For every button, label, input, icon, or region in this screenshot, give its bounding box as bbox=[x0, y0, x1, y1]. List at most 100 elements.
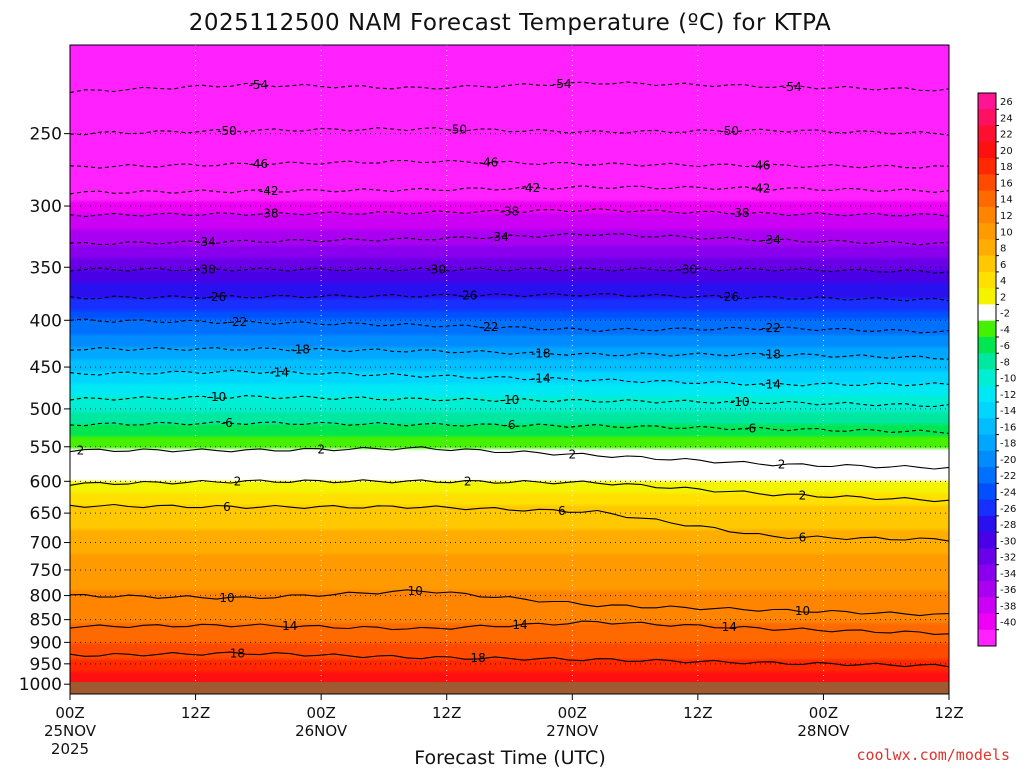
x-tick-label: 12Z bbox=[683, 704, 712, 722]
plot-frame bbox=[69, 44, 950, 695]
isotherm-label: -26 bbox=[207, 290, 227, 304]
colorbar-label: -36 bbox=[1000, 585, 1016, 596]
isotherm-label: -46 bbox=[249, 157, 269, 171]
isotherm-line bbox=[69, 232, 950, 246]
isotherm-label: 2 bbox=[317, 442, 325, 456]
isotherm-line bbox=[69, 479, 950, 503]
isotherm-label: -46 bbox=[479, 155, 499, 169]
y-tick-label: 450 bbox=[30, 358, 62, 378]
colorbar-swatch bbox=[978, 320, 996, 338]
colorbar-swatch bbox=[978, 190, 996, 208]
colorbar-label: -18 bbox=[1000, 439, 1016, 450]
colorbar-swatch bbox=[978, 450, 996, 468]
colorbar-swatch bbox=[978, 434, 996, 452]
colorbar-swatch bbox=[978, 125, 996, 143]
colorbar-label: 2 bbox=[1000, 292, 1006, 303]
colorbar-label: 20 bbox=[1000, 146, 1013, 157]
y-tick-label: 950 bbox=[30, 655, 62, 675]
x-tick-label: 00Z bbox=[306, 704, 335, 722]
colorbar-label: -40 bbox=[1000, 618, 1016, 629]
isotherm-label: 2 bbox=[234, 474, 242, 488]
x-tick-year-label: 2025 bbox=[51, 740, 89, 758]
isotherm-label: 6 bbox=[799, 530, 807, 544]
colorbar-swatch bbox=[978, 239, 996, 257]
colorbar-label: 4 bbox=[1000, 276, 1006, 287]
isotherm-line bbox=[69, 208, 950, 218]
isotherm-line bbox=[69, 185, 950, 195]
isotherm-label: 14 bbox=[512, 618, 527, 632]
y-tick-label: 300 bbox=[30, 197, 62, 217]
isotherm-label: 2 bbox=[799, 488, 807, 502]
isotherm-label: 10 bbox=[408, 584, 423, 598]
y-tick-label: 350 bbox=[30, 258, 62, 278]
x-tick-label: 00Z bbox=[558, 704, 587, 722]
colorbar-swatch bbox=[978, 629, 996, 647]
isotherm-label: 2 bbox=[778, 458, 786, 472]
isotherm-label: 10 bbox=[795, 604, 810, 618]
isotherm-label: -6 bbox=[221, 416, 233, 430]
y-tick-label: 1000 bbox=[19, 675, 62, 695]
x-tick-date-label: 25NOV bbox=[44, 722, 97, 740]
colorbar-label: -22 bbox=[1000, 471, 1016, 482]
x-tick-label: 12Z bbox=[432, 704, 461, 722]
colorbar-label: -6 bbox=[1000, 341, 1010, 352]
isotherm-line bbox=[69, 503, 950, 542]
chart-title: 2025112500 NAM Forecast Temperature (ºC)… bbox=[189, 10, 831, 36]
colorbar-swatch bbox=[978, 288, 996, 305]
isotherm-label: 2 bbox=[77, 443, 85, 457]
isotherm-label: -14 bbox=[761, 377, 781, 391]
isotherm-label: -18 bbox=[761, 348, 781, 362]
isotherm-line bbox=[69, 421, 950, 435]
isotherm-label: -30 bbox=[678, 263, 698, 277]
colorbar-swatch bbox=[978, 255, 996, 273]
isotherm-label: -30 bbox=[426, 263, 446, 277]
isotherm-label: 14 bbox=[722, 620, 737, 634]
colorbar-swatch bbox=[978, 613, 996, 631]
isotherm-line bbox=[69, 395, 950, 408]
colorbar-label: 24 bbox=[1000, 113, 1013, 124]
colorbar-swatch bbox=[978, 515, 996, 533]
isotherm-line bbox=[69, 446, 950, 470]
isotherm-label: -38 bbox=[500, 204, 520, 218]
y-tick-label: 800 bbox=[30, 587, 62, 607]
isotherm-line bbox=[69, 620, 950, 635]
isotherm-line bbox=[69, 318, 950, 334]
colorbar-swatch bbox=[978, 532, 996, 549]
isotherm-label: -38 bbox=[730, 206, 750, 220]
y-tick-label: 250 bbox=[30, 125, 62, 145]
isotherm-label: -22 bbox=[228, 315, 248, 329]
x-tick-label: 12Z bbox=[181, 704, 210, 722]
colorbar-swatch bbox=[978, 499, 996, 517]
isotherm-line bbox=[69, 159, 950, 169]
isotherm-line bbox=[69, 346, 950, 360]
isotherm-label: -6 bbox=[504, 418, 516, 432]
isotherm-label: -10 bbox=[207, 390, 227, 404]
colorbar-label: -14 bbox=[1000, 406, 1016, 417]
colorbar-label: -26 bbox=[1000, 504, 1016, 515]
colorbar-swatch bbox=[978, 174, 996, 192]
colorbar-label: 16 bbox=[1000, 178, 1013, 189]
isotherm-label: 2 bbox=[568, 447, 576, 461]
y-tick-label: 850 bbox=[30, 611, 62, 631]
isotherm-label: 10 bbox=[219, 591, 234, 605]
colorbar-swatch bbox=[978, 564, 996, 582]
y-tick-label: 900 bbox=[30, 633, 62, 653]
isotherm-line bbox=[69, 292, 950, 302]
colorbar-label: -32 bbox=[1000, 553, 1016, 564]
isotherm-label: 18 bbox=[470, 651, 485, 665]
isotherm-label: -34 bbox=[489, 230, 509, 244]
isotherm-label: -50 bbox=[447, 122, 467, 136]
isotherm-label: -6 bbox=[744, 422, 756, 436]
isotherm-line bbox=[69, 651, 950, 668]
colorbar-label: 10 bbox=[1000, 227, 1013, 238]
isotherm-label: -50 bbox=[217, 124, 237, 138]
isotherm-label: -18 bbox=[290, 343, 310, 357]
isotherm-line bbox=[69, 127, 950, 136]
colorbar-label: -28 bbox=[1000, 520, 1016, 531]
colorbar-swatch bbox=[978, 418, 996, 436]
colorbar-label: -38 bbox=[1000, 601, 1016, 612]
temperature-heatmap bbox=[70, 45, 949, 694]
colorbar-swatch bbox=[978, 483, 996, 501]
